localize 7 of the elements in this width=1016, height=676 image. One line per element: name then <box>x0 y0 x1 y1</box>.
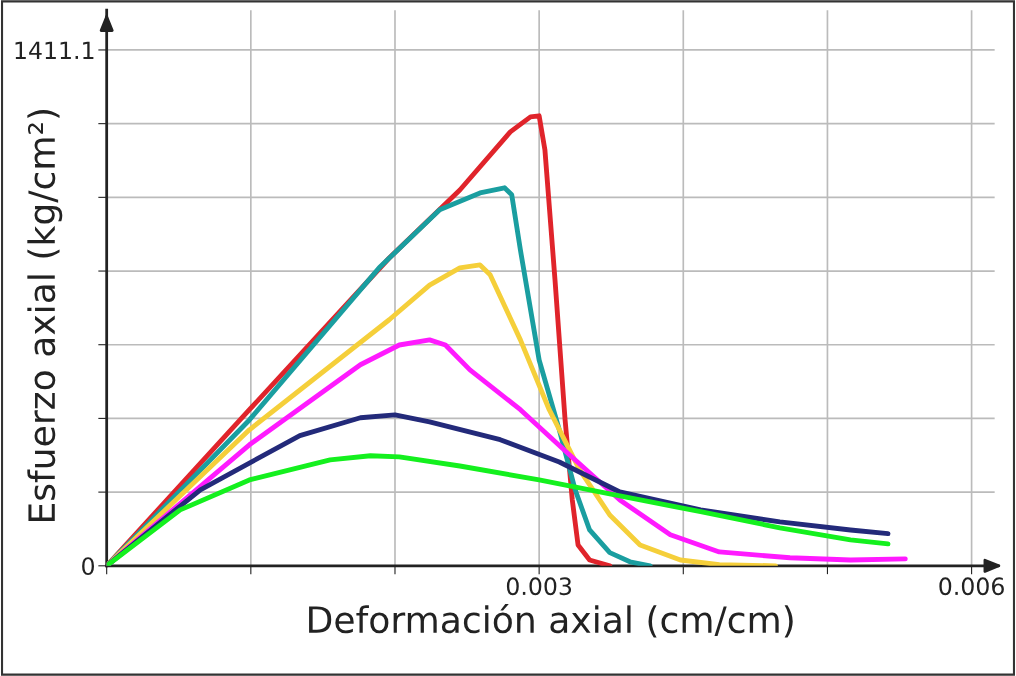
x-tick-label: 0.006 <box>939 577 1004 596</box>
x-tick-label: 0.003 <box>506 577 572 596</box>
y-tick-label: 0 <box>82 557 94 576</box>
x-axis-title: Deformación axial (cm/cm) <box>309 603 793 638</box>
y-tick-label: 1411.1 <box>15 41 94 59</box>
y-axis-title: Esfuerzo axial (kg/cm²) <box>27 110 63 522</box>
line-series <box>106 453 891 566</box>
